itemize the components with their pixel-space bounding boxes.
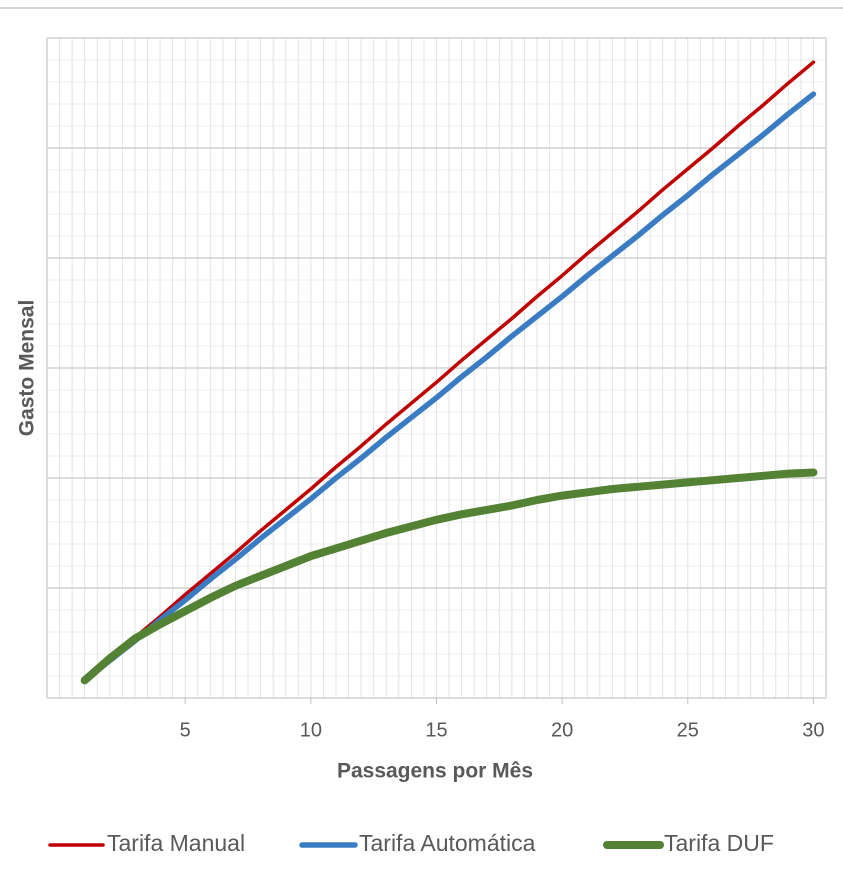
x-tick-label: 25 <box>677 719 699 741</box>
legend-label: Tarifa Manual <box>107 830 245 856</box>
x-tick-label: 5 <box>180 719 191 741</box>
legend-label: Tarifa DUF <box>664 830 774 856</box>
series-line <box>80 468 818 685</box>
series-line <box>81 91 817 684</box>
x-tick-label: 30 <box>802 719 824 741</box>
x-tick-label: 10 <box>300 719 322 741</box>
legend-label: Tarifa Automática <box>359 830 536 856</box>
x-axis-title: Passagens por Mês <box>337 760 533 783</box>
x-tick-label: 20 <box>551 719 573 741</box>
x-tick-label: 15 <box>425 719 447 741</box>
series-line <box>82 60 816 683</box>
y-axis-title: Gasto Mensal <box>16 300 39 437</box>
